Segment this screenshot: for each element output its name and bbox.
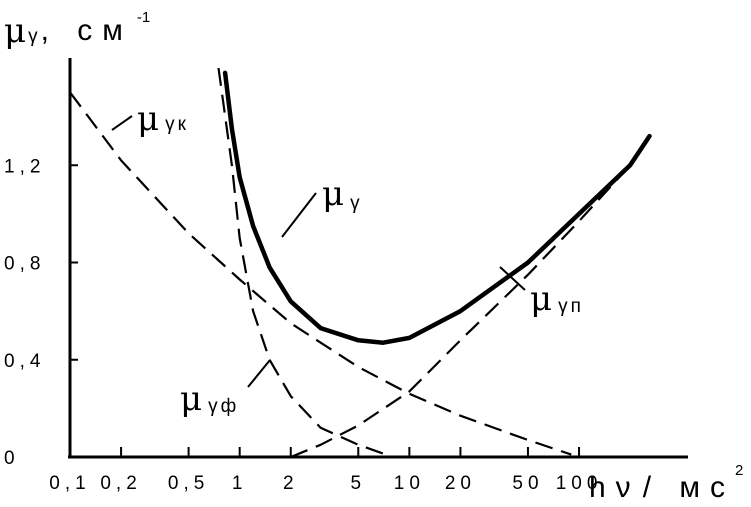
x-tick-label: 0,5: [168, 473, 209, 494]
leader-mu-gamma-k: [111, 115, 133, 131]
x-tick-label: 50: [512, 473, 543, 494]
x-axis-title: hν/ мс2: [589, 462, 743, 504]
x-tick-label: 1: [232, 473, 248, 494]
series-label-mu-gamma-k: μ γк: [137, 99, 189, 139]
leader-mu-gamma-f: [247, 359, 271, 388]
x-ticks: 0,1 0,2 0,5 1 2 5 10 20 50 100: [49, 447, 603, 494]
x-tick-label: 100: [556, 473, 603, 494]
series-line-3: [290, 135, 651, 459]
leader-mu-gamma-p: [499, 266, 526, 291]
y-ticks: 0 0,4 0,8 1,2: [4, 156, 78, 469]
y-tick-label: 0,4: [4, 351, 45, 372]
x-tick-label: 5: [350, 473, 366, 494]
x-tick-label: 0,1: [49, 473, 90, 494]
x-tick-label: 10: [394, 473, 425, 494]
x-tick-label: 2: [283, 473, 299, 494]
y-tick-label: 0,8: [4, 254, 45, 275]
leader-mu-gamma: [281, 192, 317, 238]
series-line-2: [217, 67, 394, 459]
x-tick-label: 20: [445, 473, 476, 494]
y-tick-label: 0: [4, 448, 20, 469]
y-axis-title: μ γ, см -1: [4, 9, 150, 51]
y-tick-label: 1,2: [4, 156, 45, 177]
series-line-1: [69, 91, 572, 456]
series-label-mu-gamma-p: μ γп: [530, 279, 584, 319]
series-label-mu-gamma-f: μ γф: [180, 379, 239, 419]
x-tick-label: 0,2: [100, 473, 141, 494]
series-line-0: [222, 70, 652, 345]
